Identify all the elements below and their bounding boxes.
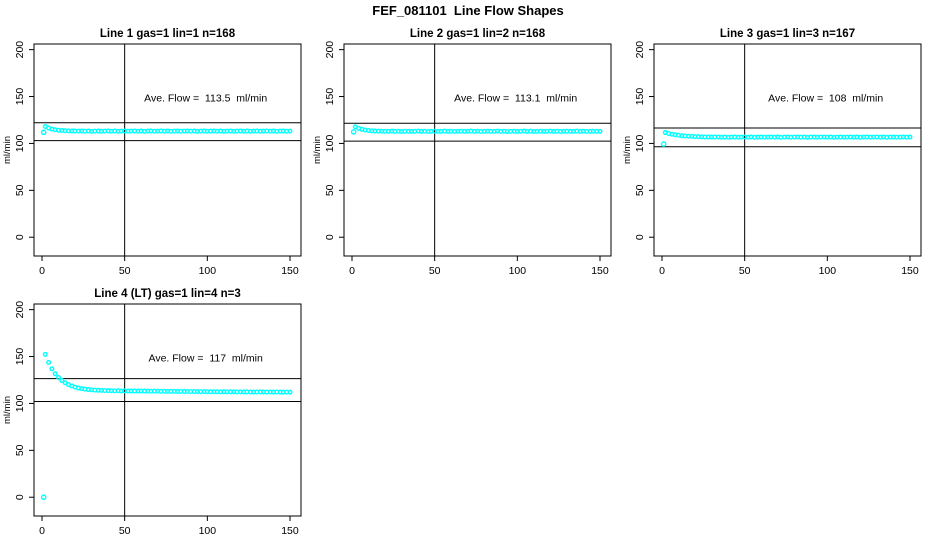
- first-point: [40, 129, 47, 136]
- x-tick-label: 0: [659, 265, 665, 277]
- data-points: [660, 130, 913, 147]
- y-tick-label: 150: [324, 88, 336, 106]
- data-point: [907, 134, 913, 140]
- y-tick-label: 150: [634, 88, 646, 106]
- plot-box: [33, 43, 302, 257]
- y-tick-label: 200: [14, 41, 26, 59]
- x-tick-label: 100: [199, 525, 217, 537]
- y-tick-label: 100: [634, 135, 646, 153]
- plot-box: [33, 303, 302, 517]
- data-point: [49, 366, 55, 372]
- x-tick-label: 0: [39, 265, 45, 277]
- x-tick-label: 100: [509, 265, 527, 277]
- y-tick-label: 0: [14, 494, 26, 500]
- y-tick-label: 50: [324, 184, 336, 196]
- data-point: [59, 377, 65, 383]
- x-tick-label: 50: [119, 525, 131, 537]
- data-points: [40, 124, 293, 136]
- data-points: [350, 124, 603, 135]
- data-point: [597, 128, 603, 134]
- chart-main-title: FEF_081101 Line Flow Shapes: [372, 3, 564, 18]
- plot-box: [653, 43, 922, 257]
- y-tick-label: 200: [14, 301, 26, 319]
- y-tick-label: 50: [14, 444, 26, 456]
- first-point: [350, 129, 357, 135]
- data-point: [287, 389, 293, 395]
- y-tick-label: 0: [324, 234, 336, 240]
- subplot-title: Line 4 (LT) gas=1 lin=4 n=3: [94, 288, 240, 300]
- x-tick-label: 50: [739, 265, 751, 277]
- x-tick-label: 150: [281, 525, 299, 537]
- data-point: [56, 375, 62, 381]
- y-tick-label: 50: [634, 184, 646, 196]
- plot-box: [343, 43, 612, 257]
- x-tick-label: 0: [349, 265, 355, 277]
- data-point: [46, 359, 52, 365]
- y-tick-label: 200: [324, 41, 336, 59]
- subplot-title: Line 2 gas=1 lin=2 n=168: [410, 28, 546, 40]
- ave-flow-annotation: Ave. Flow = 113.5 ml/min: [144, 92, 267, 104]
- subplot-title: Line 1 gas=1 lin=1 n=168: [100, 28, 236, 40]
- data-point: [52, 371, 58, 377]
- y-axis-label: ml/min: [2, 136, 13, 164]
- ave-flow-annotation: Ave. Flow = 108 ml/min: [768, 92, 883, 104]
- subplot-line-1: Line 1 gas=1 lin=1 n=168 0 50 100 150 0 50 100 1…: [2, 28, 302, 277]
- first-point: [660, 141, 667, 147]
- x-tick-label: 100: [819, 265, 837, 277]
- y-tick-label: 100: [324, 135, 336, 153]
- subplot-title: Line 3 gas=1 lin=3 n=167: [720, 28, 855, 40]
- data-points: [40, 351, 293, 501]
- x-tick-label: 0: [39, 525, 45, 537]
- y-tick-label: 0: [14, 234, 26, 240]
- data-point: [287, 128, 293, 134]
- x-tick-label: 50: [119, 265, 131, 277]
- y-tick-label: 100: [14, 395, 26, 413]
- first-point: [40, 494, 47, 501]
- y-tick-label: 150: [14, 88, 26, 106]
- subplot-line-4: Line 4 (LT) gas=1 lin=4 n=3 0 50 100 150 0 50 1…: [2, 288, 302, 537]
- x-tick-label: 150: [901, 265, 919, 277]
- y-axis-label: ml/min: [2, 396, 13, 424]
- x-tick-label: 100: [199, 265, 217, 277]
- x-tick-label: 50: [429, 265, 441, 277]
- ave-flow-annotation: Ave. Flow = 117 ml/min: [149, 352, 263, 364]
- ave-flow-annotation: Ave. Flow = 113.1 ml/min: [454, 92, 577, 104]
- y-axis-label: ml/min: [622, 136, 633, 164]
- y-tick-label: 100: [14, 135, 26, 153]
- data-point: [42, 351, 48, 357]
- x-tick-label: 150: [591, 265, 609, 277]
- subplot-line-2: Line 2 gas=1 lin=2 n=168 0 50 100 150 0 50 100 1…: [312, 28, 612, 277]
- y-tick-label: 200: [634, 41, 646, 59]
- y-axis-label: ml/min: [312, 136, 323, 164]
- y-tick-label: 50: [14, 184, 26, 196]
- subplot-line-3: Line 3 gas=1 lin=3 n=167 0 50 100 150 0 50 100 1…: [622, 28, 922, 277]
- y-tick-label: 0: [634, 234, 646, 240]
- x-tick-label: 150: [281, 265, 299, 277]
- y-tick-label: 150: [14, 348, 26, 366]
